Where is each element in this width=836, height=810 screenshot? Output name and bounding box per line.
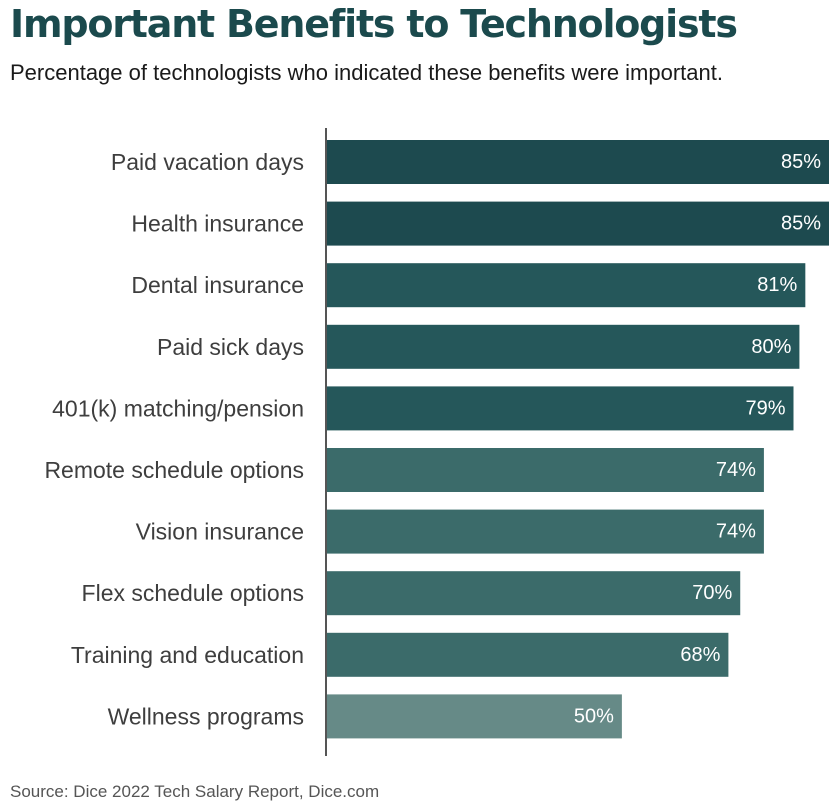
category-label: Paid vacation days	[111, 149, 304, 175]
value-label: 68%	[680, 644, 720, 666]
category-label: Vision insurance	[136, 519, 304, 545]
category-label: 401(k) matching/pension	[52, 395, 304, 421]
bar	[326, 263, 806, 308]
bar	[326, 509, 764, 554]
chart-title: Important Benefits to Technologists	[10, 2, 738, 46]
value-label: 80%	[751, 336, 791, 358]
bar	[326, 140, 829, 184]
category-label: Health insurance	[131, 211, 304, 237]
value-label: 85%	[781, 151, 821, 173]
source-note: Source: Dice 2022 Tech Salary Report, Di…	[10, 782, 380, 801]
bar	[326, 571, 741, 616]
bar-chart: Paid vacation days 85% Health insurance 85%…	[44, 128, 829, 756]
value-label: 81%	[757, 274, 797, 296]
bar	[326, 324, 800, 369]
value-label: 74%	[716, 521, 756, 543]
value-label: 74%	[716, 459, 756, 481]
category-label: Remote schedule options	[44, 457, 304, 483]
category-label: Paid sick days	[157, 334, 304, 360]
bar	[326, 448, 764, 492]
value-label: 85%	[781, 213, 821, 235]
category-label: Flex schedule options	[82, 580, 304, 606]
category-label: Wellness programs	[108, 703, 304, 729]
bar	[326, 386, 794, 431]
category-label: Training and education	[71, 642, 304, 668]
bar	[326, 632, 729, 677]
value-label: 79%	[745, 397, 785, 419]
value-label: 50%	[574, 705, 614, 727]
chart-subtitle: Percentage of technologists who indicate…	[10, 60, 723, 85]
bar	[326, 694, 622, 739]
category-label: Dental insurance	[131, 272, 304, 298]
bar	[326, 201, 829, 246]
value-label: 70%	[692, 582, 732, 604]
